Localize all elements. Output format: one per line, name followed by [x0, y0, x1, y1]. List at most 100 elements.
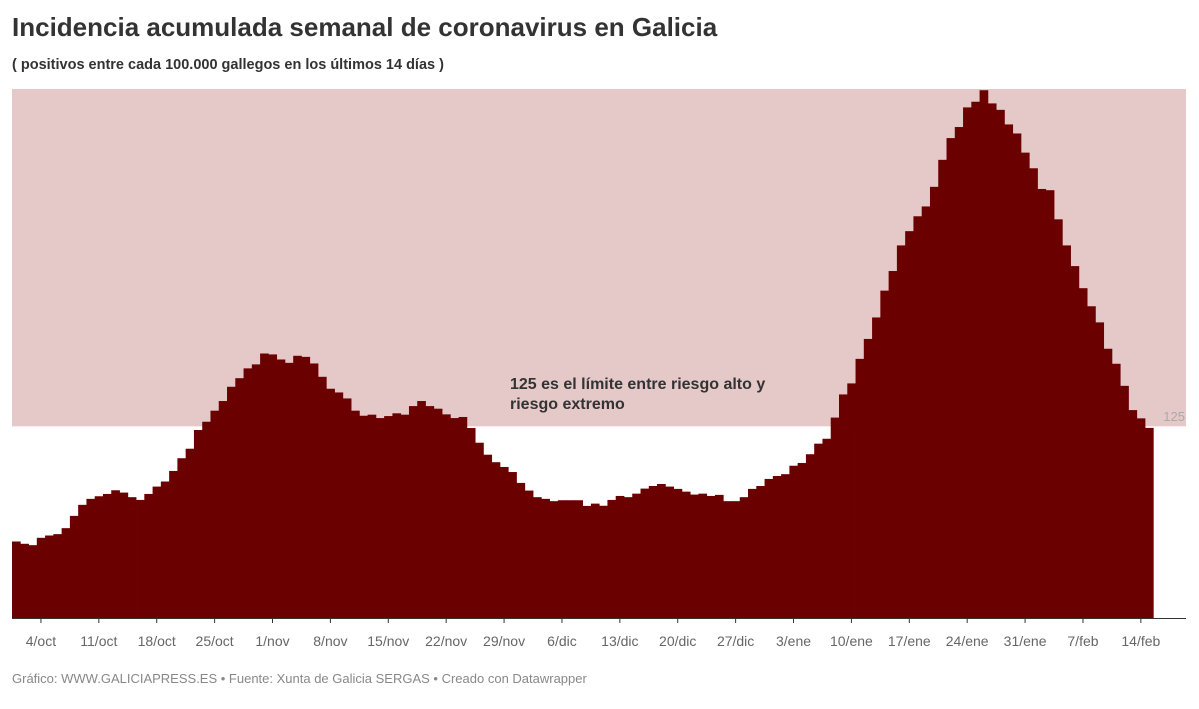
bar-10-nov: [342, 398, 352, 618]
bar-6-nov: [309, 363, 319, 618]
x-tick-label: 20/dic: [659, 633, 696, 649]
bar-23-ene: [954, 127, 964, 618]
bar-22-ene: [946, 138, 956, 618]
bar-7-ene: [822, 438, 832, 618]
bar-9-nov: [334, 392, 344, 618]
bar-6-dic: [557, 500, 567, 618]
bar-13-oct: [111, 490, 120, 618]
bar-20-dic: [673, 488, 683, 618]
x-tick-label: 6/dic: [547, 633, 577, 649]
bar-26-oct: [218, 401, 228, 618]
bar-7-oct: [61, 528, 71, 618]
bar-29-ene: [1004, 124, 1014, 619]
source-footer: Gráfico: WWW.GALICIAPRESS.ES • Fuente: X…: [12, 671, 587, 686]
x-tick-label: 1/nov: [255, 633, 289, 649]
bar-7-dic: [566, 500, 575, 618]
bar-25-nov: [466, 428, 476, 618]
bar-4-nov: [293, 355, 302, 618]
x-tick-label: 13/dic: [601, 633, 638, 649]
bar-3-ene: [789, 465, 799, 618]
bar-13-nov: [367, 414, 377, 618]
x-tick-label: 11/oct: [80, 633, 117, 649]
bar-7-nov: [317, 376, 327, 618]
bar-14-ene: [880, 290, 890, 618]
bar-8-ene: [830, 417, 840, 618]
bar-26-nov: [475, 442, 484, 618]
bar-30-oct: [251, 364, 261, 618]
x-tick-label: 24/ene: [946, 633, 989, 649]
bar-18-ene: [913, 216, 923, 618]
bar-23-oct: [193, 430, 203, 618]
bar-19-oct: [160, 481, 170, 618]
bar-13-dic: [615, 495, 625, 618]
bar-5-feb: [1062, 245, 1071, 618]
bar-19-dic: [665, 486, 674, 618]
bar-6-oct: [53, 534, 63, 618]
bar-22-oct: [185, 448, 195, 618]
bar-3-feb: [1045, 190, 1055, 618]
bar-13-ene: [872, 317, 881, 618]
bar-11-ene: [855, 358, 865, 618]
bar-5-ene: [805, 454, 815, 618]
bar-1-nov: [268, 354, 278, 618]
bar-23-nov: [450, 418, 459, 618]
bar-8-feb: [1087, 306, 1096, 618]
bar-3-oct: [28, 545, 38, 618]
bar-31-ene: [1020, 152, 1030, 618]
bar-12-feb: [1120, 385, 1129, 618]
bar-3-dic: [533, 497, 542, 618]
bar-19-ene: [921, 206, 931, 618]
bar-21-ene: [938, 159, 947, 618]
bar-30-nov: [508, 472, 517, 618]
bar-6-ene: [814, 443, 823, 618]
bar-11-nov: [351, 410, 360, 618]
reference-label-125: 125: [1163, 409, 1185, 424]
bar-1-feb: [1029, 168, 1038, 618]
bar-12-nov: [359, 415, 369, 618]
bar-8-nov: [326, 388, 335, 618]
x-tick-label: 27/dic: [717, 633, 754, 649]
bar-26-dic: [723, 501, 732, 618]
x-tick-label: 10/ene: [830, 633, 873, 649]
bar-24-dic: [706, 495, 716, 618]
bar-14-nov: [375, 418, 385, 618]
bar-30-ene: [1012, 133, 1022, 618]
bar-12-dic: [607, 499, 617, 618]
annotation-line-2: riesgo extremo: [510, 396, 625, 413]
bar-11-oct: [94, 496, 104, 618]
bar-30-dic: [756, 485, 765, 618]
bar-28-ene: [996, 109, 1005, 618]
bar-2-ene: [781, 474, 790, 618]
bar-9-dic: [582, 505, 592, 618]
bar-2-nov: [276, 359, 286, 618]
bar-10-feb: [1103, 348, 1113, 618]
bar-23-dic: [698, 493, 708, 618]
bar-19-nov: [417, 401, 426, 618]
bar-17-nov: [400, 414, 410, 618]
bar-11-dic: [599, 505, 608, 618]
bar-2-dic: [524, 490, 534, 618]
bar-2-oct: [20, 543, 29, 618]
bar-28-nov: [491, 462, 501, 618]
bar-4-ene: [797, 462, 807, 618]
bar-20-ene: [929, 186, 939, 618]
bar-1-dic: [516, 482, 526, 618]
bar-9-ene: [839, 394, 848, 618]
bar-4-feb: [1054, 219, 1063, 618]
bar-15-feb: [1144, 427, 1154, 618]
chart-title: Incidencia acumulada semanal de coronavi…: [12, 12, 718, 42]
bar-31-dic: [764, 478, 774, 618]
x-tick-label: 25/oct: [196, 633, 234, 649]
x-tick-label: 15/nov: [367, 633, 409, 649]
bar-28-dic: [739, 497, 749, 618]
x-tick-label: 17/ene: [888, 633, 931, 649]
bar-20-oct: [169, 470, 178, 618]
bar-15-nov: [384, 416, 393, 618]
bar-9-oct: [78, 504, 87, 618]
bar-29-nov: [499, 466, 509, 618]
bar-16-dic: [640, 488, 650, 618]
bar-13-feb: [1128, 410, 1138, 618]
x-tick-label: 18/oct: [138, 633, 176, 649]
bar-3-nov: [284, 362, 294, 618]
